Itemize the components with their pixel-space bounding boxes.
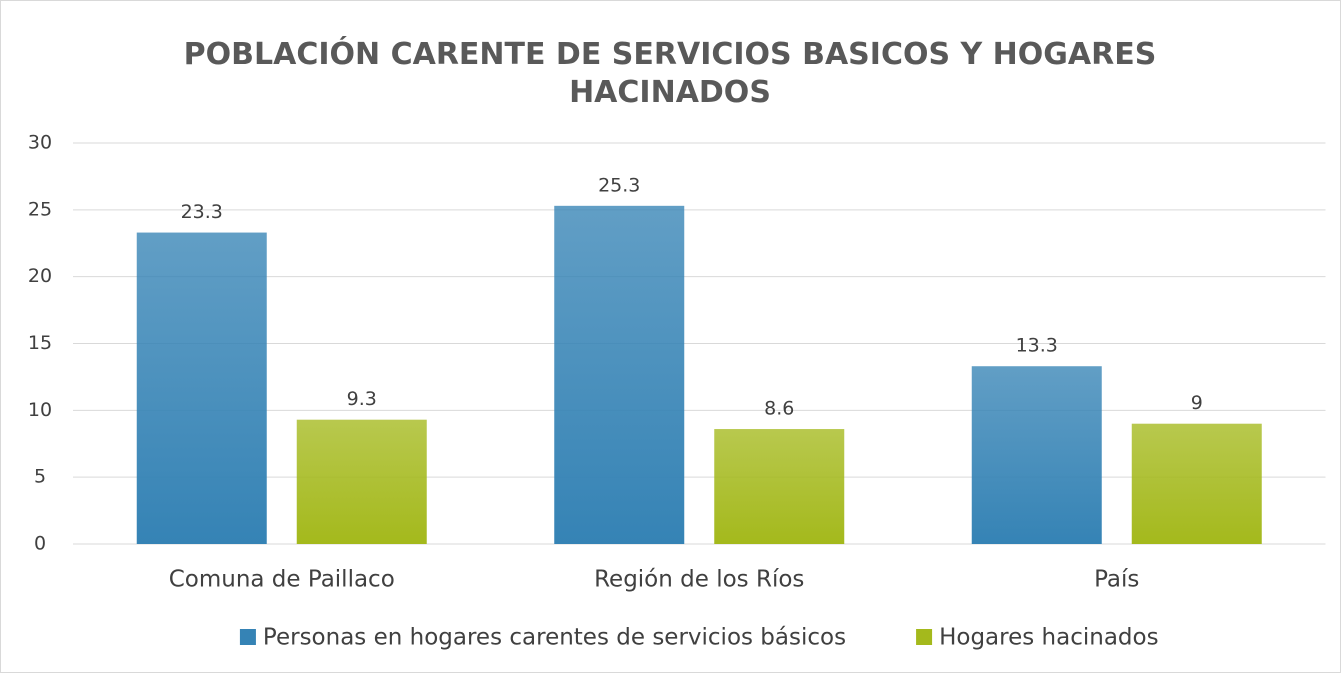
legend: Personas en hogares carentes de servicio…: [239, 625, 1159, 651]
y-tick-label: 0: [34, 533, 46, 555]
y-tick-label: 5: [34, 466, 46, 488]
y-tick-label: 30: [28, 132, 52, 154]
chart-title: POBLACIÓN CARENTE DE SERVICIOS BASICOS Y…: [183, 37, 1157, 110]
legend-swatch: [916, 629, 933, 645]
data-label: 9.3: [347, 388, 377, 410]
data-label: 13.3: [1016, 335, 1058, 357]
data-label: 23.3: [181, 201, 223, 223]
x-tick-label: Comuna de Paillaco: [169, 567, 395, 593]
y-tick-label: 15: [28, 332, 52, 354]
legend-label: Hogares hacinados: [939, 625, 1159, 651]
bar: [1131, 423, 1262, 544]
data-label: 25.3: [598, 174, 640, 196]
bar: [714, 429, 845, 544]
data-label: 8.6: [764, 398, 794, 420]
bar: [136, 232, 267, 544]
x-tick-label: País: [1094, 567, 1139, 593]
data-label: 9: [1191, 392, 1203, 414]
bar: [971, 366, 1102, 544]
bar: [554, 205, 685, 544]
y-tick-label: 20: [28, 265, 52, 287]
bar: [296, 419, 427, 544]
legend-swatch: [239, 629, 256, 645]
y-tick-label: 10: [28, 399, 52, 421]
y-tick-label: 25: [28, 198, 52, 220]
x-tick-label: Región de los Ríos: [594, 567, 804, 593]
legend-label: Personas en hogares carentes de servicio…: [263, 625, 846, 651]
